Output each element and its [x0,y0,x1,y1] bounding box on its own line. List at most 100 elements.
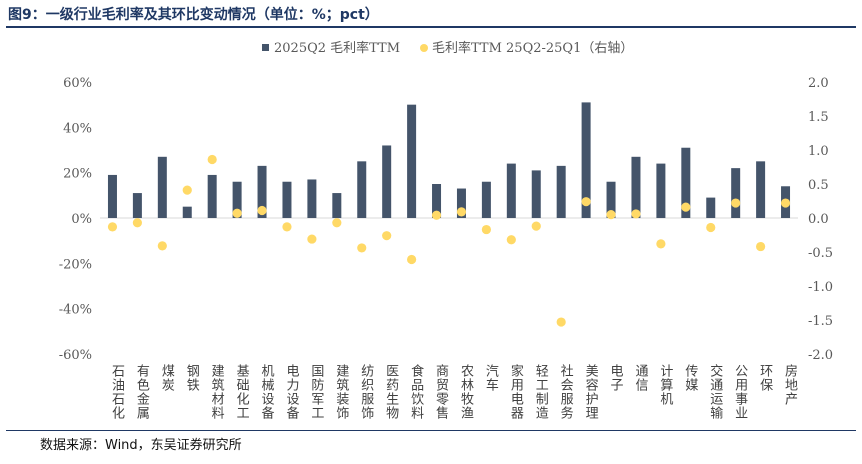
category-label: 汽车 [483,364,499,392]
left-tick-label: 20% [63,167,92,182]
legend-bar-label: 2025Q2 毛利率TTM [274,40,400,56]
bar-3 [157,156,167,218]
dot-8 [282,222,292,232]
bar-7 [257,165,267,218]
category-label: 公用事业 [732,364,748,420]
right-tick-label: 1.5 [808,110,829,125]
category-label: 基础化工 [234,364,250,420]
bar-12 [382,145,392,218]
dot-6 [232,208,242,218]
right-tick-label: 2.0 [808,76,829,91]
left-axis-ticks: 60% 40% 20% 0% -20% -40% -60% [59,76,92,363]
category-label: 国防军工 [308,364,324,420]
left-tick-label: 0% [71,212,92,227]
right-tick-label: -1.5 [808,314,833,329]
source-note: 数据来源：Wind，东吴证券研究所 [40,438,242,453]
category-label: 电力设备 [283,364,299,420]
left-tick-label: 60% [63,76,92,91]
category-label: 交通运输 [707,363,723,420]
dot-11 [357,243,367,253]
category-labels: 石油石化 有色金属 煤炭 钢铁 建筑材料 基础化工 机械设备 电力设备 国防军工 建筑装饰 纺织服饰… [109,363,798,420]
legend-dot-swatch [420,44,428,52]
bar-4 [182,206,192,218]
legend: 2025Q2 毛利率TTM 毛利率TTM 25Q2-25Q1（右轴） [262,40,633,56]
bar-20 [581,102,591,218]
category-label: 机械设备 [259,364,275,420]
category-label: 环保 [757,364,773,392]
left-tick-label: 40% [63,121,92,136]
dot-15 [456,207,467,217]
dot-25 [706,222,716,233]
bar-26 [731,168,741,218]
dot-16 [481,224,491,235]
dot-22 [631,209,641,219]
figure-header: 图9：一级行业毛利率及其环比变动情况（单位：%；pct） [6,2,856,28]
legend-dot-label: 毛利率TTM 25Q2-25Q1（右轴） [432,40,633,56]
category-label: 食品饮料 [408,363,424,420]
bar-19 [556,165,566,218]
bar-10 [332,193,342,218]
dot-10 [332,218,342,228]
bar-8 [282,181,292,218]
bar-9 [307,179,317,218]
category-label: 石油石化 [109,364,125,420]
dot-9 [307,234,317,244]
category-label: 电子 [608,364,624,392]
footer-divider [6,430,856,431]
right-tick-label: -2.0 [808,348,833,363]
legend-bar-swatch [262,44,269,51]
category-label: 房地产 [782,363,798,406]
bar-18 [531,170,541,218]
category-label: 轻工制造 [533,364,549,420]
right-tick-label: 0.0 [808,212,829,227]
bar-11 [357,161,367,218]
category-label: 医药生物 [383,364,399,420]
dot-26 [731,198,741,208]
left-tick-label: -60% [59,348,92,363]
bar-15 [456,188,466,218]
dot-21 [606,210,616,220]
left-tick-label: -20% [59,257,92,272]
dot-28 [780,198,791,208]
bar-17 [506,163,516,218]
dot-series [107,154,791,327]
dot-4 [182,185,192,195]
dot-1 [107,222,118,232]
category-label: 煤炭 [159,364,175,392]
bar-21 [606,181,616,218]
category-label: 农林牧渔 [458,364,474,420]
dot-27 [756,241,766,252]
title-divider [6,26,856,28]
chart-title: 图9：一级行业毛利率及其环比变动情况（单位：%；pct） [8,7,379,23]
category-label: 传媒 [682,364,698,392]
category-label: 钢铁 [184,364,200,392]
bar-25 [706,197,716,218]
category-label: 计算机 [657,364,673,406]
right-axis-ticks: 2.0 1.5 1.0 0.5 0.0 -0.5 -1.0 -1.5 -2.0 [808,76,833,363]
bar-14 [432,184,442,218]
bar-27 [756,161,766,218]
dot-5 [207,154,217,165]
dot-2 [132,218,142,228]
left-tick-label: -40% [59,303,92,318]
bar-16 [481,181,491,218]
bar-22 [631,156,641,218]
dot-12 [382,231,392,241]
category-label: 家用电器 [508,363,524,420]
category-label: 通信 [632,364,648,392]
bar-24 [681,147,691,218]
combo-chart: 2025Q2 毛利率TTM 毛利率TTM 25Q2-25Q1（右轴） 60% 40%… [59,40,833,420]
dot-3 [157,241,167,251]
bar-13 [407,104,417,218]
bar-5 [207,174,217,218]
category-label: 有色金属 [134,364,150,420]
dot-17 [506,235,516,245]
category-label: 建筑材料 [209,364,225,420]
bar-23 [656,163,666,218]
category-label: 社会服务 [558,363,574,420]
dot-24 [681,202,691,212]
dot-19 [556,317,566,327]
bar-1 [107,174,117,218]
category-label: 美容护理 [583,364,599,420]
